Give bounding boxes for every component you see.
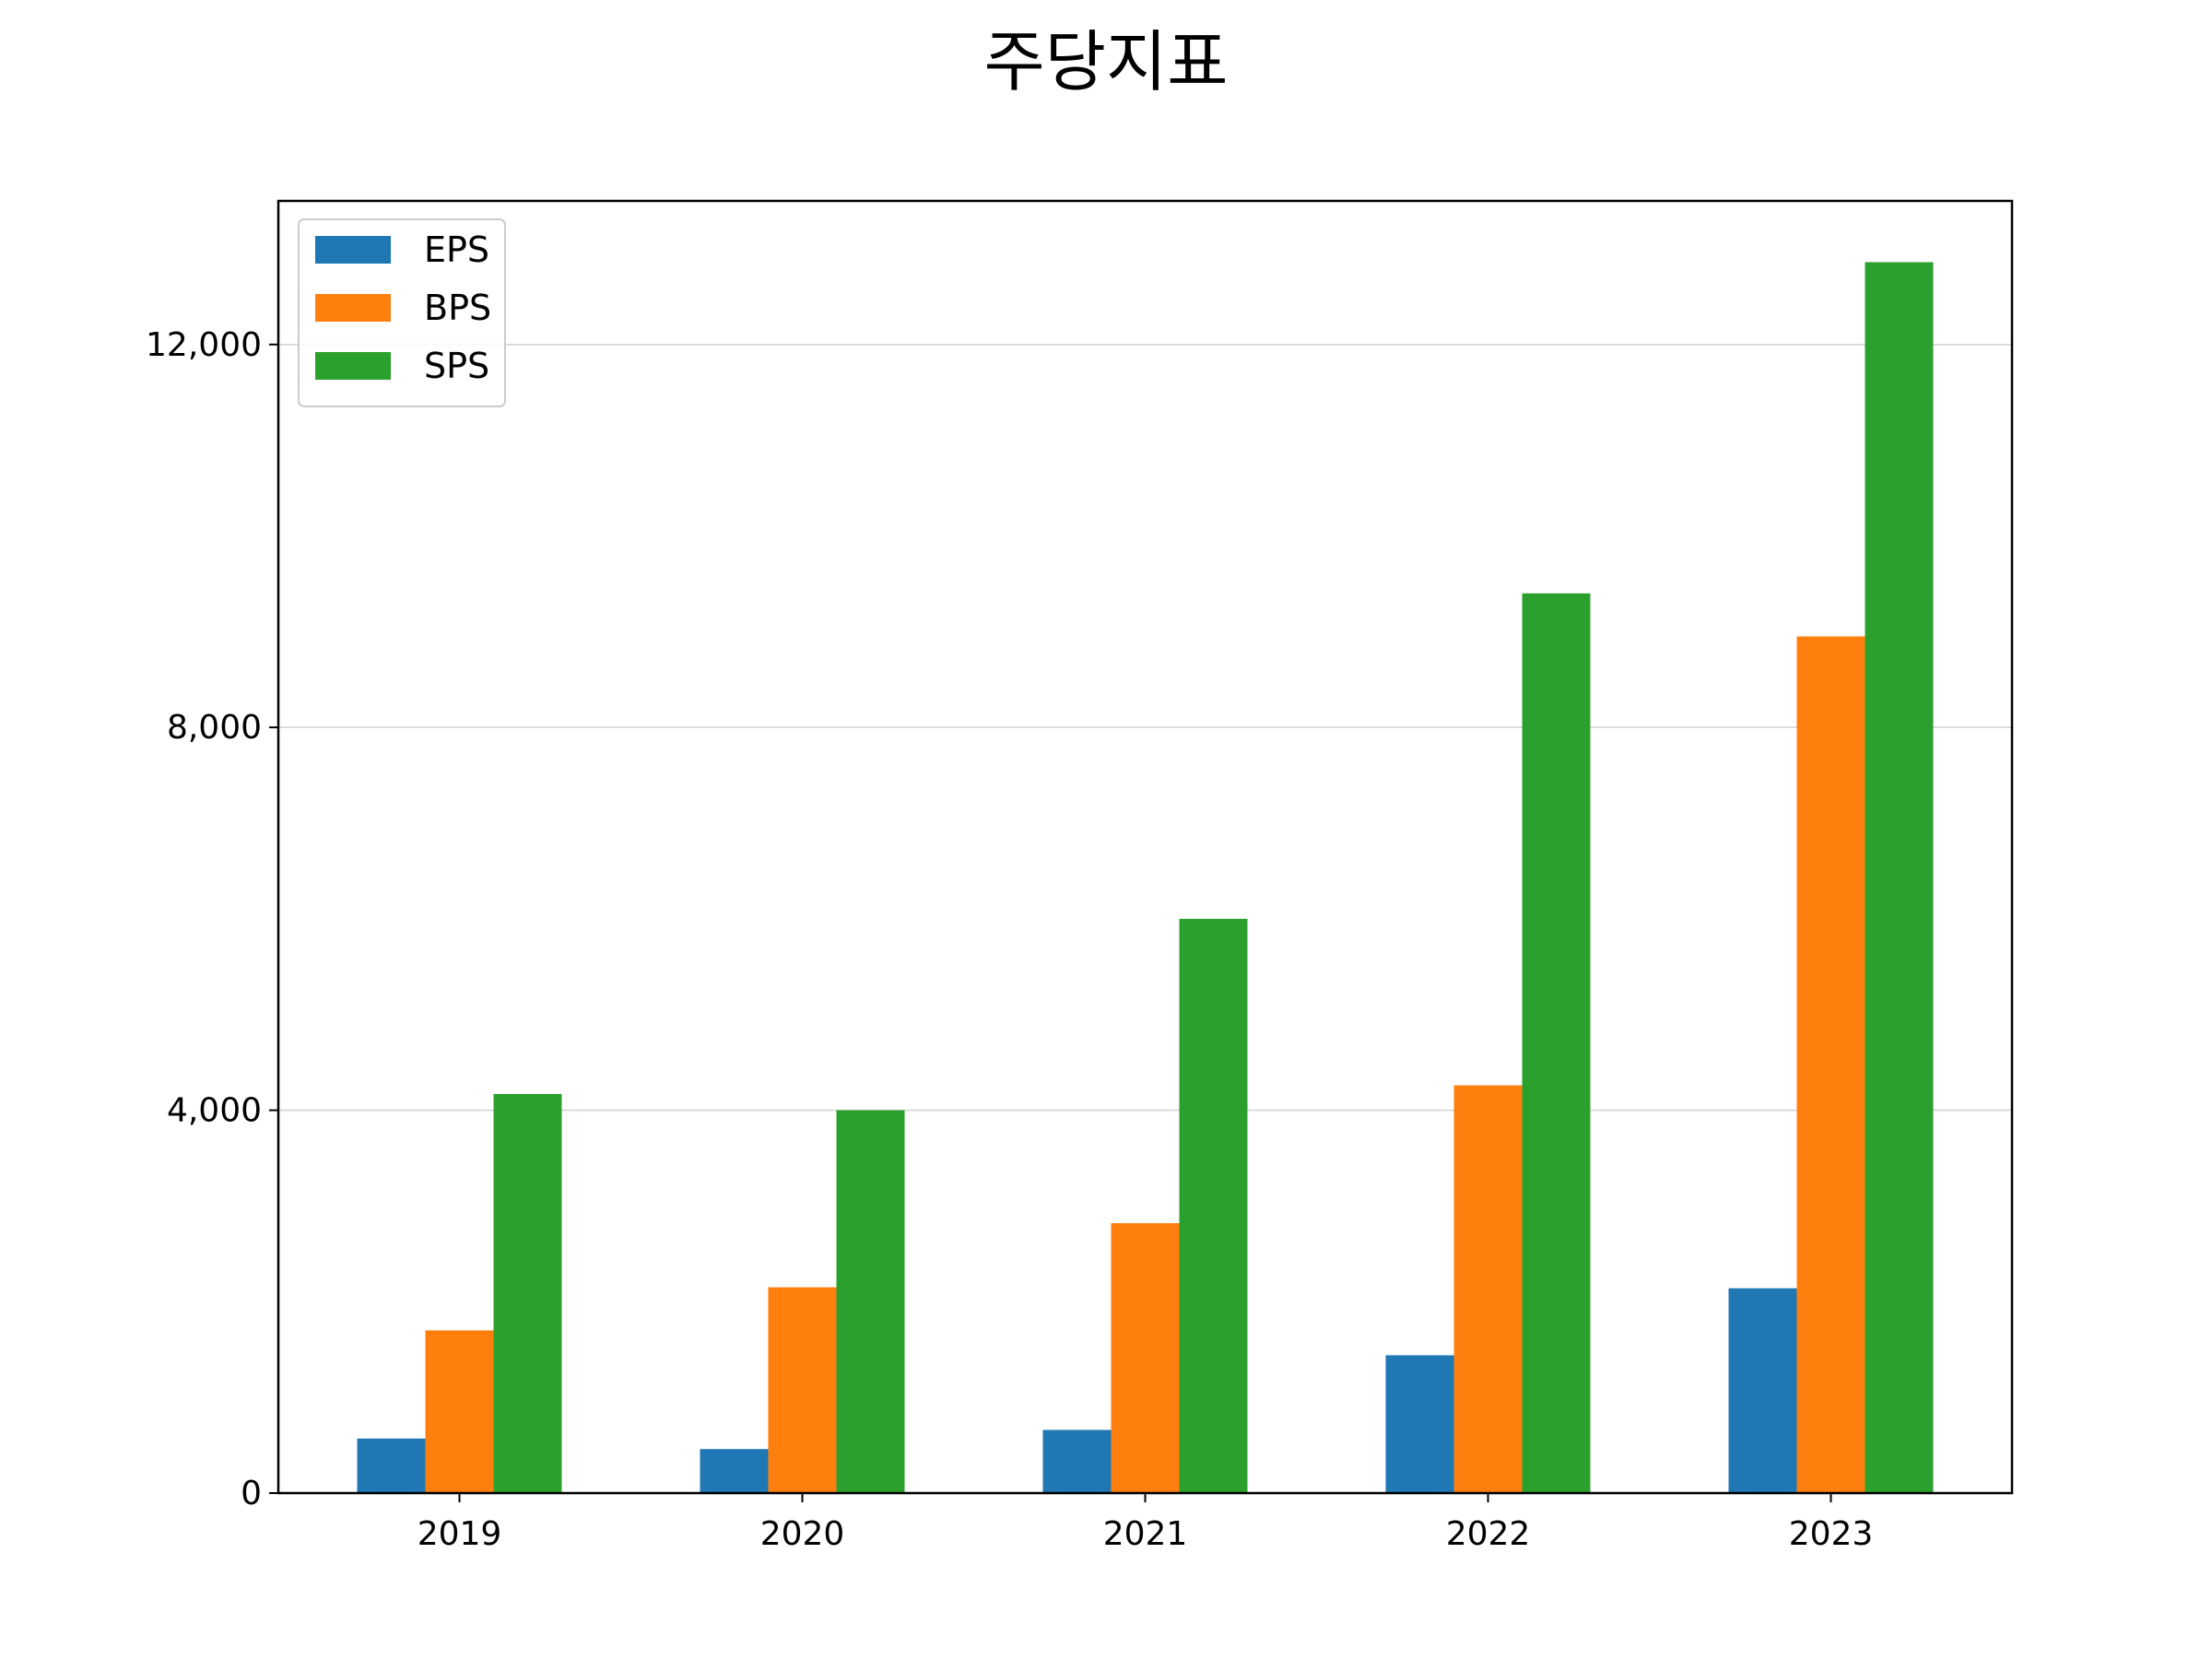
bar-bps-2022 <box>1453 1085 1523 1493</box>
gridlines <box>278 344 2012 1112</box>
legend-swatch-eps <box>315 236 391 264</box>
y-tick-label: 8,000 <box>167 709 262 747</box>
bar-bps-2021 <box>1111 1223 1180 1493</box>
bar-sps-2021 <box>1179 918 1248 1493</box>
y-tick-label: 0 <box>241 1475 262 1512</box>
bar-eps-2019 <box>357 1438 426 1493</box>
bar-sps-2023 <box>1865 262 1934 1493</box>
bar-bps-2020 <box>768 1287 837 1493</box>
x-tick-label: 2019 <box>418 1515 502 1553</box>
x-tick-label: 2022 <box>1446 1515 1531 1553</box>
bar-sps-2022 <box>1522 593 1591 1493</box>
bar-eps-2021 <box>1042 1430 1112 1493</box>
bar-bps-2023 <box>1796 636 1865 1493</box>
x-axis: 2019 2020 2021 2022 2023 <box>418 1493 1874 1553</box>
bar-eps-2020 <box>700 1449 769 1493</box>
bar-sps-2020 <box>836 1110 905 1493</box>
bar-sps-2019 <box>493 1093 562 1493</box>
bar-bps-2019 <box>425 1330 494 1493</box>
legend: EPS BPS SPS <box>298 218 506 407</box>
y-tick-label: 4,000 <box>167 1092 262 1130</box>
bar-eps-2023 <box>1728 1288 1797 1493</box>
legend-swatch-sps <box>315 352 391 380</box>
legend-label-bps: BPS <box>424 288 491 328</box>
chart-title: 주당지표 <box>984 23 1229 100</box>
x-tick-label: 2021 <box>1103 1515 1188 1553</box>
y-tick-label: 12,000 <box>146 326 262 364</box>
bar-eps-2022 <box>1385 1355 1454 1493</box>
legend-label-sps: SPS <box>424 346 489 386</box>
legend-label-eps: EPS <box>424 229 489 270</box>
x-tick-label: 2023 <box>1789 1515 1874 1553</box>
x-tick-label: 2020 <box>760 1515 845 1553</box>
legend-swatch-bps <box>315 294 391 322</box>
y-axis: 0 4,000 8,000 12,000 <box>146 326 278 1512</box>
bars <box>357 262 1934 1493</box>
